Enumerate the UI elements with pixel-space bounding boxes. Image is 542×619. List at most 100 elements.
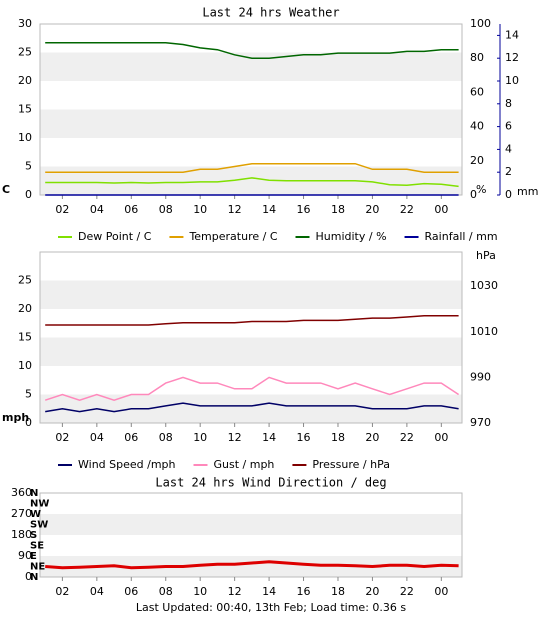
y2-tick-label: N xyxy=(30,572,38,583)
x-tick-label: 08 xyxy=(159,585,173,598)
x-tick-label: 18 xyxy=(331,203,345,216)
y-axis-label: mph xyxy=(2,411,29,424)
y2-tick-label: E xyxy=(30,551,37,562)
legend-label: Humidity / % xyxy=(316,230,387,243)
x-tick-label: 00 xyxy=(434,203,448,216)
x-tick-label: 18 xyxy=(331,431,345,444)
x-tick-label: 02 xyxy=(55,203,69,216)
plot-frame xyxy=(39,492,463,578)
y2-tick-label: N xyxy=(30,488,38,499)
x-tick-label: 00 xyxy=(434,431,448,444)
y-tick-label: 5 xyxy=(25,160,32,173)
x-tick-label: 06 xyxy=(124,431,138,444)
y3-tick-label: 2 xyxy=(505,165,512,178)
legend-label: Gust / mph xyxy=(214,458,275,471)
x-tick-label: 02 xyxy=(55,585,69,598)
y2-tick-label: NE xyxy=(30,562,45,573)
legend-label: Rainfall / mm xyxy=(425,230,498,243)
y2-tick-label: NW xyxy=(30,499,49,510)
y3-tick-label: 10 xyxy=(505,74,519,87)
y-tick-label: 10 xyxy=(18,131,32,144)
grid-band xyxy=(40,109,462,138)
y2-tick-label: 970 xyxy=(470,416,491,429)
x-tick-label: 08 xyxy=(159,203,173,216)
chart-title: Last 24 hrs Weather xyxy=(202,6,339,20)
y3-tick-label: 12 xyxy=(505,51,519,64)
y-tick-label: 0 xyxy=(25,188,32,201)
y2-tick-label: W xyxy=(30,509,41,520)
x-tick-label: 22 xyxy=(400,431,414,444)
y3-tick-label: 0 xyxy=(505,188,512,201)
grid-band xyxy=(40,52,462,81)
series-line xyxy=(45,177,459,188)
y-tick-label: 5 xyxy=(25,388,32,401)
grid-band xyxy=(40,280,462,309)
x-tick-label: 12 xyxy=(228,203,242,216)
y-tick-label: 360 xyxy=(11,486,32,499)
y2-tick-label: 40 xyxy=(470,120,484,133)
x-tick-label: 16 xyxy=(297,585,311,598)
legend-label: Dew Point / C xyxy=(78,230,152,243)
y3-tick-label: 6 xyxy=(505,120,512,133)
legend-label: Pressure / hPa xyxy=(312,458,390,471)
x-tick-label: 14 xyxy=(262,203,276,216)
y2-tick-label: 1030 xyxy=(470,279,498,292)
y2-tick-label: 1010 xyxy=(470,325,498,338)
y-tick-label: 270 xyxy=(11,507,32,520)
y-tick-label: 15 xyxy=(18,103,32,116)
x-tick-label: 10 xyxy=(193,203,207,216)
plot-frame xyxy=(39,251,463,424)
x-tick-label: 16 xyxy=(297,203,311,216)
x-tick-label: 10 xyxy=(193,431,207,444)
series-line xyxy=(44,376,460,401)
x-tick-label: 20 xyxy=(365,585,379,598)
y-tick-label: 0 xyxy=(25,570,32,583)
y3-tick-label: 4 xyxy=(505,142,512,155)
y3-axis-label: mm xyxy=(517,185,538,198)
x-tick-label: 12 xyxy=(228,585,242,598)
y3-tick-label: 14 xyxy=(505,28,519,41)
y2-tick-label: 20 xyxy=(470,154,484,167)
chart-title: Last 24 hrs Wind Direction / deg xyxy=(155,476,386,490)
x-tick-label: 18 xyxy=(331,585,345,598)
x-tick-label: 16 xyxy=(297,431,311,444)
x-tick-label: 04 xyxy=(90,431,104,444)
y2-tick-label: 80 xyxy=(470,51,484,64)
footer: Last Updated: 00:40, 13th Feb; Load time… xyxy=(136,601,407,614)
x-tick-label: 06 xyxy=(124,585,138,598)
series-line xyxy=(45,42,459,59)
x-tick-label: 22 xyxy=(400,203,414,216)
series-line xyxy=(45,315,459,326)
x-tick-label: 04 xyxy=(90,585,104,598)
grid-band xyxy=(40,514,462,535)
y2-axis-label: % xyxy=(476,183,486,196)
grid-band xyxy=(40,166,462,195)
series-line xyxy=(45,560,459,570)
y2-tick-label: S xyxy=(30,530,37,541)
y2-tick-label: 60 xyxy=(470,85,484,98)
x-tick-label: 22 xyxy=(400,585,414,598)
y2-tick-label: 990 xyxy=(470,370,491,383)
grid-band xyxy=(40,337,462,366)
x-tick-label: 14 xyxy=(262,585,276,598)
y-tick-label: 15 xyxy=(18,331,32,344)
y2-axis-label: hPa xyxy=(476,249,496,262)
x-tick-label: 08 xyxy=(159,431,173,444)
series-line xyxy=(45,162,459,173)
y2-tick-label: 0 xyxy=(470,188,477,201)
y2-tick-label: SW xyxy=(30,520,48,531)
y-tick-label: 180 xyxy=(11,528,32,541)
x-tick-label: 14 xyxy=(262,431,276,444)
x-tick-label: 20 xyxy=(365,203,379,216)
x-tick-label: 20 xyxy=(365,431,379,444)
y-tick-label: 30 xyxy=(18,17,32,30)
x-tick-label: 12 xyxy=(228,431,242,444)
x-tick-label: 00 xyxy=(434,585,448,598)
legend-label: Temperature / C xyxy=(188,230,277,243)
y-tick-label: 0 xyxy=(25,416,32,429)
y-tick-label: 20 xyxy=(18,74,32,87)
x-tick-label: 10 xyxy=(193,585,207,598)
series-line xyxy=(45,402,459,413)
